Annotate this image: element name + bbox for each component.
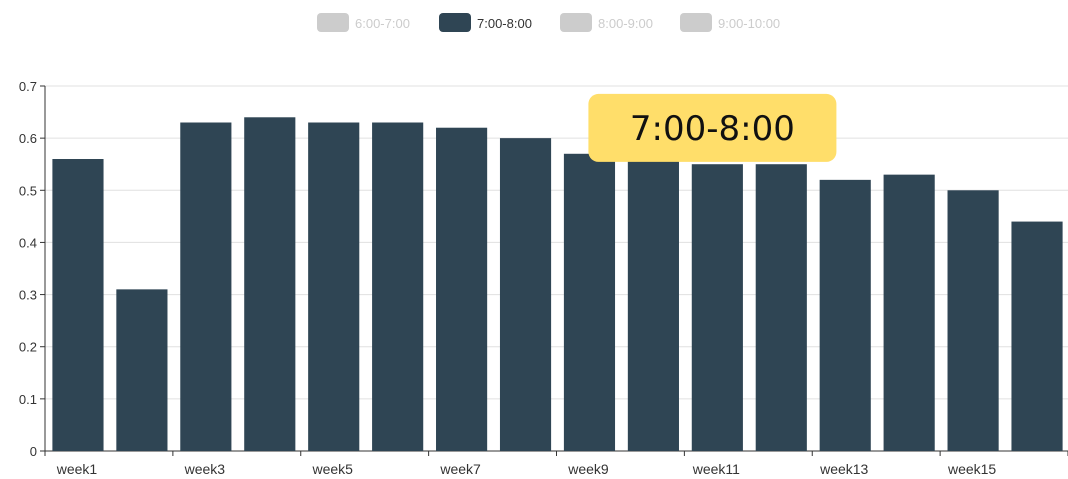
bar-week5[interactable] <box>308 122 360 452</box>
bar-week1[interactable] <box>52 159 104 451</box>
x-tick-label: week1 <box>56 461 98 477</box>
legend-label: 9:00-10:00 <box>718 16 780 31</box>
y-tick-label: 0 <box>30 444 37 459</box>
bar-week7[interactable] <box>436 127 488 451</box>
bar-week9[interactable] <box>563 153 616 452</box>
x-tick-label: week15 <box>947 461 996 477</box>
bar-week10[interactable] <box>627 159 679 451</box>
legend-label: 8:00-9:00 <box>598 16 653 31</box>
y-tick-label: 0.1 <box>19 392 37 407</box>
bar-week6[interactable] <box>372 122 424 452</box>
x-axis: week1 week3 week5 week7 week9 week11 week13 wee… <box>44 451 1068 477</box>
bar-week16[interactable] <box>1011 221 1063 451</box>
bar-week3[interactable] <box>180 122 232 452</box>
legend-swatch <box>317 13 349 32</box>
y-tick-label: 0.3 <box>19 288 37 303</box>
legend-label: 7:00-8:00 <box>477 16 532 31</box>
bar-week8[interactable] <box>499 138 552 451</box>
bar-week15[interactable] <box>947 190 999 452</box>
bar-week13[interactable] <box>819 179 871 451</box>
legend-swatch <box>560 13 592 32</box>
x-tick-label: week13 <box>819 461 868 477</box>
annotation-label: 7:00-8:00 <box>588 93 837 162</box>
bar-week11[interactable] <box>691 164 743 451</box>
legend-item[interactable]: 7:00-8:00 <box>439 13 532 32</box>
legend-label: 6:00-7:00 <box>355 16 410 31</box>
legend-item[interactable]: 6:00-7:00 <box>317 13 410 32</box>
y-tick-label: 0.4 <box>19 235 37 250</box>
legend-swatch <box>680 13 712 32</box>
legend-item[interactable]: 9:00-10:00 <box>680 13 780 32</box>
y-tick-label: 0.2 <box>19 340 37 355</box>
x-tick-label: week11 <box>692 461 740 477</box>
bar-week12[interactable] <box>755 164 807 451</box>
y-tick-label: 0.5 <box>19 183 37 198</box>
y-tick-label: 0.7 <box>19 79 37 94</box>
legend-item[interactable]: 8:00-9:00 <box>560 13 653 32</box>
legend-swatch <box>439 13 471 32</box>
x-tick-label: week9 <box>567 461 609 477</box>
y-axis: 0 0.1 0.2 0.3 0.4 0.5 0.6 0.7 <box>19 79 46 459</box>
x-tick-label: week3 <box>184 461 226 477</box>
x-tick-label: week5 <box>311 461 353 477</box>
bar-week14[interactable] <box>883 174 935 451</box>
y-tick-label: 0.6 <box>19 131 37 146</box>
chart-legend: 6:00-7:00 7:00-8:00 8:00-9:00 9:00-10:00 <box>317 13 780 32</box>
annotation-text: 7:00-8:00 <box>630 109 795 149</box>
annotation-box <box>588 93 837 162</box>
bar-week2[interactable] <box>116 289 168 451</box>
x-tick-label: week7 <box>439 461 481 477</box>
bar-series <box>52 117 1063 452</box>
bar-week4[interactable] <box>244 117 296 452</box>
